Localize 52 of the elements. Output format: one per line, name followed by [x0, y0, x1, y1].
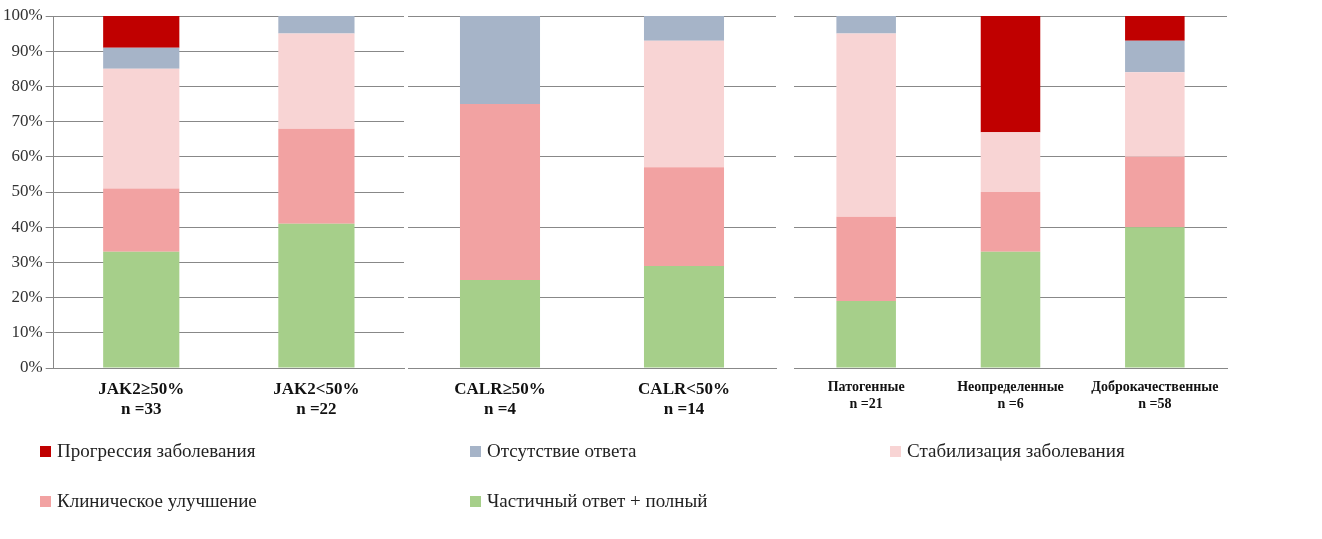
bar [1125, 40, 1185, 73]
bar [643, 40, 725, 168]
legend-label: Отсутствие ответа [487, 440, 637, 462]
y-tick-label: 100% [2, 5, 43, 25]
x-tick-label: CALR<50% n =14 [638, 378, 730, 418]
bar [459, 280, 541, 368]
legend-label: Стабилизация заболевания [907, 440, 1125, 462]
y-tick-label: 50% [11, 181, 43, 201]
bar [1125, 72, 1185, 157]
bar [1125, 156, 1185, 228]
bar [980, 132, 1041, 192]
bar [103, 16, 180, 48]
y-tick-label: 40% [11, 216, 43, 236]
x-tick-label: Патогенные n =21 [827, 379, 905, 411]
bar [836, 33, 896, 217]
bar [278, 128, 355, 224]
y-tick-label: 0% [19, 357, 43, 377]
bar [278, 33, 355, 129]
x-tick-label: CALR≥50% n =4 [454, 378, 546, 418]
y-tick-label: 80% [11, 75, 43, 95]
bar [103, 188, 180, 252]
y-tick-label: 90% [11, 40, 43, 60]
bar [980, 251, 1041, 368]
bar [643, 16, 725, 41]
y-tick-label: 30% [11, 251, 43, 271]
x-tick-label: JAK2≥50% n =33 [98, 378, 185, 418]
x-tick-label: Доброкачественные n =58 [1091, 379, 1219, 411]
bar [103, 251, 180, 368]
bar [980, 16, 1041, 133]
bar [836, 301, 896, 368]
y-tick-label: 60% [11, 146, 43, 166]
x-tick-label: Неопределенные n =6 [957, 379, 1064, 411]
bar [459, 16, 541, 104]
bar [980, 192, 1041, 252]
legend-label: Частичный ответ + полный [487, 490, 708, 512]
bar [643, 265, 725, 368]
y-tick-label: 20% [11, 287, 43, 307]
y-tick-label: 70% [11, 111, 43, 131]
bar [1125, 16, 1185, 41]
bar [836, 16, 896, 34]
legend-label: Клиническое улучшение [57, 490, 257, 512]
y-tick-label: 10% [11, 322, 43, 342]
bar [1125, 227, 1185, 368]
bar [278, 16, 355, 34]
bar [278, 223, 355, 368]
bar [836, 216, 896, 302]
bar [643, 167, 725, 266]
bar [459, 104, 541, 280]
legend-label: Прогрессия заболевания [57, 440, 256, 462]
bar [103, 68, 180, 189]
bar [103, 47, 180, 69]
x-tick-label: JAK2<50% n =22 [273, 378, 360, 418]
